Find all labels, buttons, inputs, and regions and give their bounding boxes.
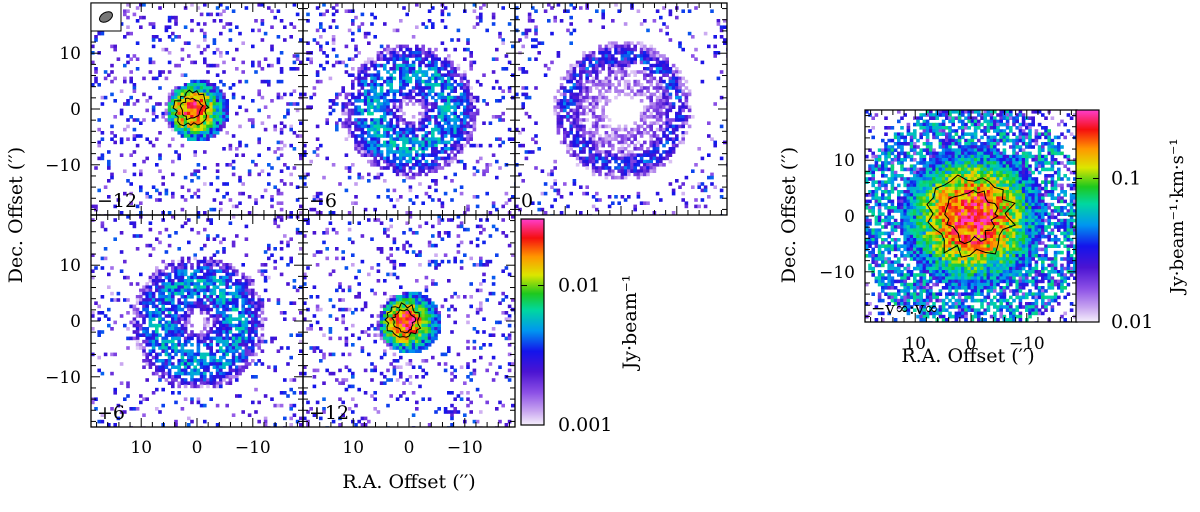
colorbar-tick-label: 0.01 bbox=[558, 275, 600, 297]
ytick-label: −10 bbox=[45, 368, 81, 388]
x-axis-label-channels: R.A. Offset (′′) bbox=[342, 471, 475, 493]
xtick-label: 0 bbox=[966, 334, 977, 354]
integrated-panel-label: −v∞:v∞ bbox=[871, 299, 939, 319]
velocity-label-0: −12 bbox=[97, 190, 137, 212]
xtick-label: 10 bbox=[342, 438, 364, 458]
colorbar-label-channels: Jy·beam⁻¹ bbox=[619, 275, 641, 372]
ytick-label: 10 bbox=[833, 151, 855, 171]
colorbar-channels bbox=[520, 218, 545, 426]
ytick-label: 10 bbox=[59, 44, 81, 64]
xtick-label: −10 bbox=[1009, 334, 1045, 354]
channel-panel-2-intensity bbox=[515, 3, 727, 215]
xtick-label: 10 bbox=[130, 438, 152, 458]
colorbar-tick-label: 0.01 bbox=[1111, 311, 1153, 333]
channel-panel-3-intensity bbox=[91, 215, 303, 427]
colorbar-tick-label: 0.1 bbox=[1111, 167, 1141, 189]
x-axis-label-integrated: R.A. Offset (′′) bbox=[901, 345, 1034, 367]
ytick-label: −10 bbox=[45, 156, 81, 176]
velocity-label-2: 0 bbox=[521, 190, 533, 212]
velocity-label-3: +6 bbox=[97, 402, 125, 424]
channel-panel-1-intensity bbox=[303, 3, 515, 215]
colorbar-label-integrated: Jy·beam⁻¹·km·s⁻¹ bbox=[1167, 138, 1188, 295]
ytick-label: −10 bbox=[819, 263, 855, 283]
ytick-label: 0 bbox=[70, 312, 81, 332]
xtick-label: −10 bbox=[447, 438, 483, 458]
colorbar-tick-label: 0.001 bbox=[558, 414, 612, 436]
velocity-label-1: −6 bbox=[309, 190, 337, 212]
y-axis-label-integrated: Dec. Offset (′′) bbox=[778, 147, 800, 283]
xtick-label: 10 bbox=[904, 334, 926, 354]
y-axis-label-channels: Dec. Offset (′′) bbox=[5, 147, 27, 283]
ytick-label: 0 bbox=[70, 100, 81, 120]
colorbar-integrated bbox=[1075, 109, 1100, 323]
ytick-label: 0 bbox=[844, 207, 855, 227]
channel-panel-0-intensity bbox=[91, 3, 303, 215]
channel-panel-4-axes bbox=[302, 214, 516, 428]
xtick-label: 0 bbox=[404, 438, 415, 458]
ytick-label: 10 bbox=[59, 256, 81, 276]
xtick-label: 0 bbox=[192, 438, 203, 458]
channel-panel-2-axes bbox=[514, 2, 728, 216]
beam-ellipse bbox=[90, 2, 122, 32]
integrated-map-intensity bbox=[865, 110, 1077, 322]
xtick-label: −10 bbox=[235, 438, 271, 458]
channel-panel-3-axes bbox=[90, 214, 304, 428]
velocity-label-4: +12 bbox=[309, 402, 349, 424]
channel-panel-4-intensity bbox=[303, 215, 515, 427]
